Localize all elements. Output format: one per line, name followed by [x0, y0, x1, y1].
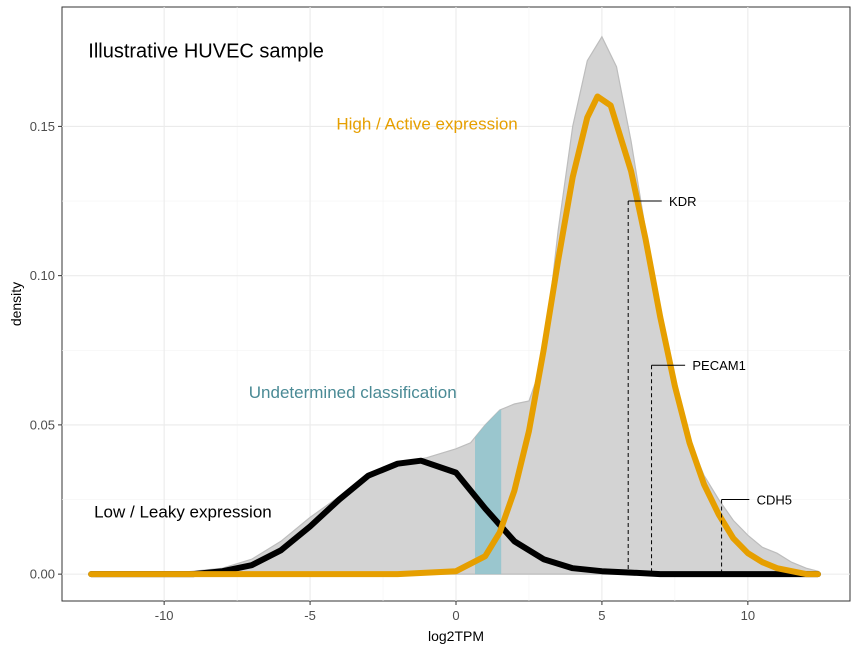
gene-marker-pecam1-label: PECAM1 [692, 358, 745, 373]
total-density-area [91, 35, 819, 575]
low-expression-density-line [88, 457, 821, 578]
x-tick-label: 5 [598, 608, 605, 623]
high-expression-density-line [88, 93, 821, 578]
band-layer [475, 409, 502, 575]
marker-layer: KDR PECAM1 CDH5 [627, 194, 792, 575]
x-tick-label: -10 [155, 608, 174, 623]
undetermined-band [475, 409, 502, 575]
line-layer [88, 93, 821, 578]
axis-layer: -10 -5 0 5 10 0.00 0.05 0.10 0.15 [30, 119, 755, 623]
y-tick-label: 0.05 [30, 417, 55, 432]
area-layer [91, 35, 819, 575]
y-tick-label: 0.10 [30, 268, 55, 283]
x-tick-label: 0 [452, 608, 459, 623]
low-annotation: Low / Leaky expression [94, 502, 272, 521]
gene-marker-cdh5-label: CDH5 [757, 493, 792, 508]
annotation-layer: Illustrative HUVEC sample High / Active e… [88, 41, 517, 522]
x-axis-title: log2TPM [428, 628, 484, 644]
gene-marker-kdr-label: KDR [669, 194, 696, 209]
y-tick-label: 0.00 [30, 567, 55, 582]
high-annotation: High / Active expression [336, 114, 517, 133]
title-annotation: Illustrative HUVEC sample [88, 41, 324, 63]
undetermined-annotation: Undetermined classification [249, 383, 457, 402]
x-tick-label: -5 [304, 608, 316, 623]
y-axis-title: density [8, 282, 24, 326]
x-tick-label: 10 [741, 608, 755, 623]
y-tick-label: 0.15 [30, 119, 55, 134]
